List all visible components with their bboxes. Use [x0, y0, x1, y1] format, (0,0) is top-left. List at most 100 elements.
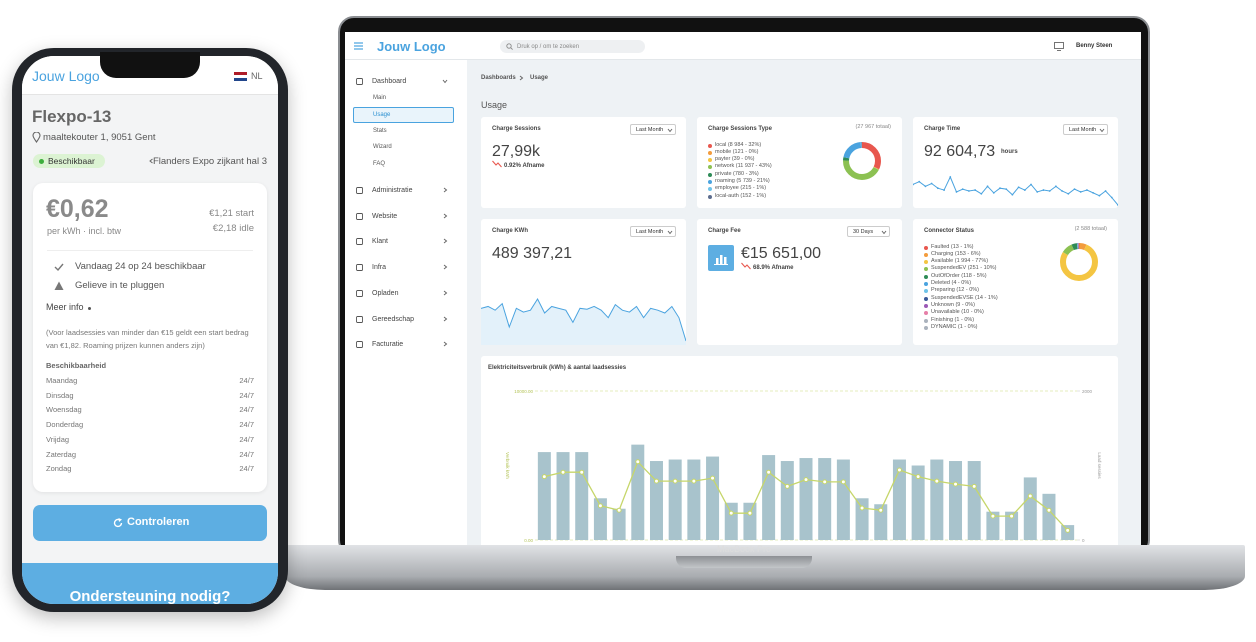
status-dot	[39, 158, 44, 164]
nav-item[interactable]: Website	[372, 212, 398, 220]
hours: 24/7	[239, 376, 254, 385]
check-button[interactable]: Controleren	[33, 505, 267, 541]
chevron-icon	[667, 128, 673, 133]
hours: 24/7	[239, 434, 254, 444]
start-fee: €1,21 start	[209, 208, 254, 219]
nav-subitem[interactable]: Wizard	[373, 144, 392, 150]
idle-fee: €2,18 idle	[212, 223, 254, 234]
donut-chart	[1060, 243, 1098, 281]
legend-label: Charging (153 - 6%)	[931, 250, 981, 257]
chevron-icon	[881, 230, 887, 235]
legend-label: SuspendedEV (251 - 10%)	[931, 265, 997, 272]
legend-dot	[924, 245, 928, 250]
sparkline-line	[481, 297, 686, 342]
kpi-value: 489 397,21	[492, 245, 573, 262]
day: Donderdag	[46, 420, 84, 430]
legend-dot	[708, 143, 712, 148]
legend-dot	[924, 282, 928, 286]
nav-subitem[interactable]: Usage	[373, 112, 391, 118]
nav-subitem[interactable]: Main	[373, 95, 387, 101]
user-name[interactable]: Benny Steen	[1076, 43, 1113, 49]
kpi-unit: hours	[1001, 149, 1018, 155]
nav-icon	[356, 78, 363, 85]
filter-select[interactable]: Last Month	[630, 124, 676, 135]
sparkline-dot	[1011, 193, 1014, 196]
sparkline-dot	[1005, 188, 1008, 191]
legend-label: Finishing (1 - 0%)	[931, 316, 975, 323]
address: maaltekouter 1, 9051 Gent	[43, 132, 156, 143]
fee-icon-bar	[724, 257, 727, 264]
chart-title: Elektriciteitsverbruik (kWh) & aantal la…	[488, 365, 627, 371]
sparkline-dot	[1110, 196, 1113, 199]
legend-label: private (780 - 3%)	[715, 170, 759, 177]
flag-stripe	[234, 78, 247, 81]
line-point	[1027, 493, 1033, 499]
nav-glyph	[356, 290, 363, 297]
legend-dot	[708, 187, 712, 192]
line-point	[616, 507, 622, 513]
nav-item[interactable]: Gereedschap	[372, 315, 415, 323]
legend-label: OutOfOrder (118 - 5%)	[931, 272, 987, 279]
nav-item[interactable]: Administratie	[372, 186, 413, 194]
nav-icon	[356, 316, 363, 323]
sparkline-dot	[913, 183, 914, 186]
legend-label: Preparing (12 - 0%)	[931, 287, 979, 294]
line-point	[859, 505, 865, 511]
breadcrumb: Usage	[530, 75, 549, 81]
search-box[interactable]: Druk op / om te zoeken	[500, 40, 645, 53]
more-info-dot	[88, 306, 91, 310]
card: Charge Sessions Last Month 27,99k 0.92% Afn…	[481, 117, 686, 208]
line-point	[747, 510, 753, 516]
bar	[836, 459, 850, 540]
line-point	[635, 459, 641, 465]
nav-glyph	[356, 213, 363, 220]
line-point	[597, 503, 603, 509]
legend-label: mobile (121 - 0%)	[715, 148, 759, 155]
station-title: Flexpo-13	[32, 107, 112, 126]
sparkline	[913, 175, 1118, 206]
language[interactable]: NL	[251, 71, 263, 81]
price: €0,62	[46, 195, 109, 223]
line-point	[915, 474, 921, 480]
sparkline-dot	[936, 187, 939, 190]
logo: Jouw Logo	[32, 68, 100, 84]
line-point	[672, 478, 678, 484]
nav-subitem[interactable]: FAQ	[373, 161, 386, 167]
dashboard-screen: Jouw Logo Druk op / om te zoeken Benny Ste…	[345, 32, 1141, 545]
phone-screen: Jouw Logo NL Flexpo-13 maaltekouter 1, 9051…	[22, 56, 278, 604]
filter-select[interactable]: Last Month	[1063, 124, 1108, 135]
bar	[612, 508, 626, 540]
sparkline-dot	[1036, 191, 1039, 193]
availability-title: Beschikbaarheid	[46, 361, 107, 370]
bar	[967, 461, 981, 540]
breadcrumb[interactable]: Dashboards	[481, 75, 516, 81]
filter-select[interactable]: Last Month	[630, 226, 676, 237]
day: Woensdag	[46, 405, 82, 415]
menu-icon[interactable]	[354, 42, 363, 50]
nav-item[interactable]: Dashboard	[372, 77, 407, 85]
filter-select[interactable]: 30 Days	[847, 226, 890, 237]
nav-item[interactable]: Opladen	[372, 289, 399, 297]
chevron-icon	[1099, 128, 1105, 133]
nav-subitem[interactable]: Stats	[373, 128, 387, 134]
bar	[780, 461, 794, 540]
nav-item[interactable]: Facturatie	[372, 340, 404, 348]
chevron-icon	[442, 79, 448, 84]
donut-segment	[843, 142, 881, 180]
y-tick-label: 0.00	[524, 538, 533, 543]
line-point	[822, 479, 828, 485]
legend-dot	[924, 289, 928, 294]
legend-label: payter (39 - 0%)	[715, 156, 755, 163]
legend-dot	[708, 150, 712, 155]
sparkline-dot	[1048, 190, 1051, 192]
nav-item[interactable]: Infra	[372, 263, 387, 271]
more-info[interactable]: Meer info	[46, 302, 84, 312]
sparkline-dot	[968, 190, 970, 192]
support-text: Ondersteuning nodig?	[69, 588, 231, 604]
day: Vrijdag	[46, 434, 70, 444]
nav-item[interactable]: Klant	[372, 237, 388, 245]
sparkline	[481, 297, 686, 345]
sparkline-dot	[943, 189, 945, 191]
card-title: Connector Status	[924, 228, 975, 234]
